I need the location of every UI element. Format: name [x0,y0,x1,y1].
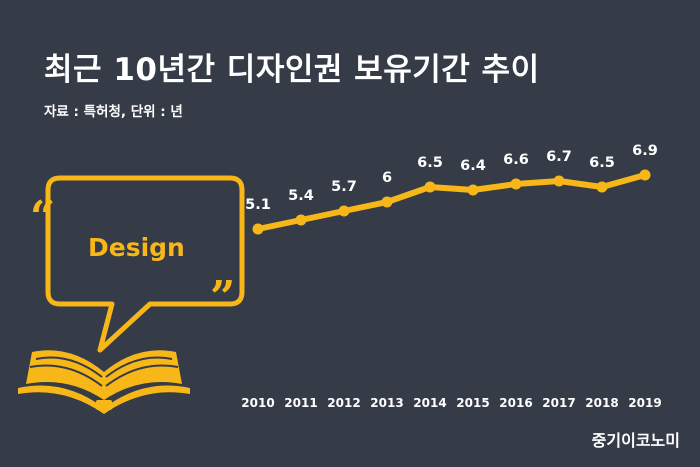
data-point-2019 [639,169,651,181]
data-point-2018 [596,181,608,193]
x-tick-label-2015: 2015 [456,396,489,410]
data-point-2010 [252,223,264,235]
data-point-2017 [553,175,565,187]
chart-title: 최근 10년간 디자인권 보유기간 추이 [44,52,540,88]
value-label-2014: 6.5 [417,155,443,171]
value-label-2011: 5.4 [288,188,314,204]
open-book-icon [18,350,190,414]
publisher-watermark: 중기이코노미 [591,431,680,450]
x-tick-label-2012: 2012 [327,396,360,410]
chart-source-unit: 자료 : 특허청, 단위 : 년 [44,104,183,120]
data-point-2011 [295,214,307,226]
value-label-2017: 6.7 [546,149,572,165]
value-label-2013: 6 [382,170,392,186]
x-axis-tick-labels: 2010 2011 2012 2013 2014 2015 2016 2017 2018 2019 [241,396,661,410]
value-label-2012: 5.7 [331,179,357,195]
design-illustration: “ ” Design [18,175,245,414]
data-point-2012 [338,205,350,217]
value-label-2016: 6.6 [503,152,529,168]
data-point-2014 [424,181,436,193]
x-tick-label-2018: 2018 [585,396,618,410]
close-quote-icon: ” [210,272,235,323]
x-tick-label-2011: 2011 [284,396,317,410]
x-tick-label-2017: 2017 [542,396,575,410]
data-point-2015 [467,184,479,196]
value-label-2019: 6.9 [632,143,658,159]
x-tick-label-2016: 2016 [499,396,532,410]
value-labels: 5.1 5.4 5.7 6 6.5 6.4 6.6 6.7 6.5 6.9 [245,143,658,213]
value-label-2018: 6.5 [589,155,615,171]
data-point-2016 [510,178,522,190]
series-line [255,172,648,232]
value-label-2010: 5.1 [245,197,271,213]
open-quote-icon: “ [30,192,55,243]
speech-bubble-icon [45,175,245,353]
x-tick-label-2013: 2013 [370,396,403,410]
data-point-2013 [381,196,393,208]
x-tick-label-2014: 2014 [413,396,446,410]
x-tick-label-2019: 2019 [628,396,661,410]
value-label-2015: 6.4 [460,158,486,174]
design-label: Design [88,233,185,262]
data-points [252,169,651,235]
x-tick-label-2010: 2010 [241,396,274,410]
